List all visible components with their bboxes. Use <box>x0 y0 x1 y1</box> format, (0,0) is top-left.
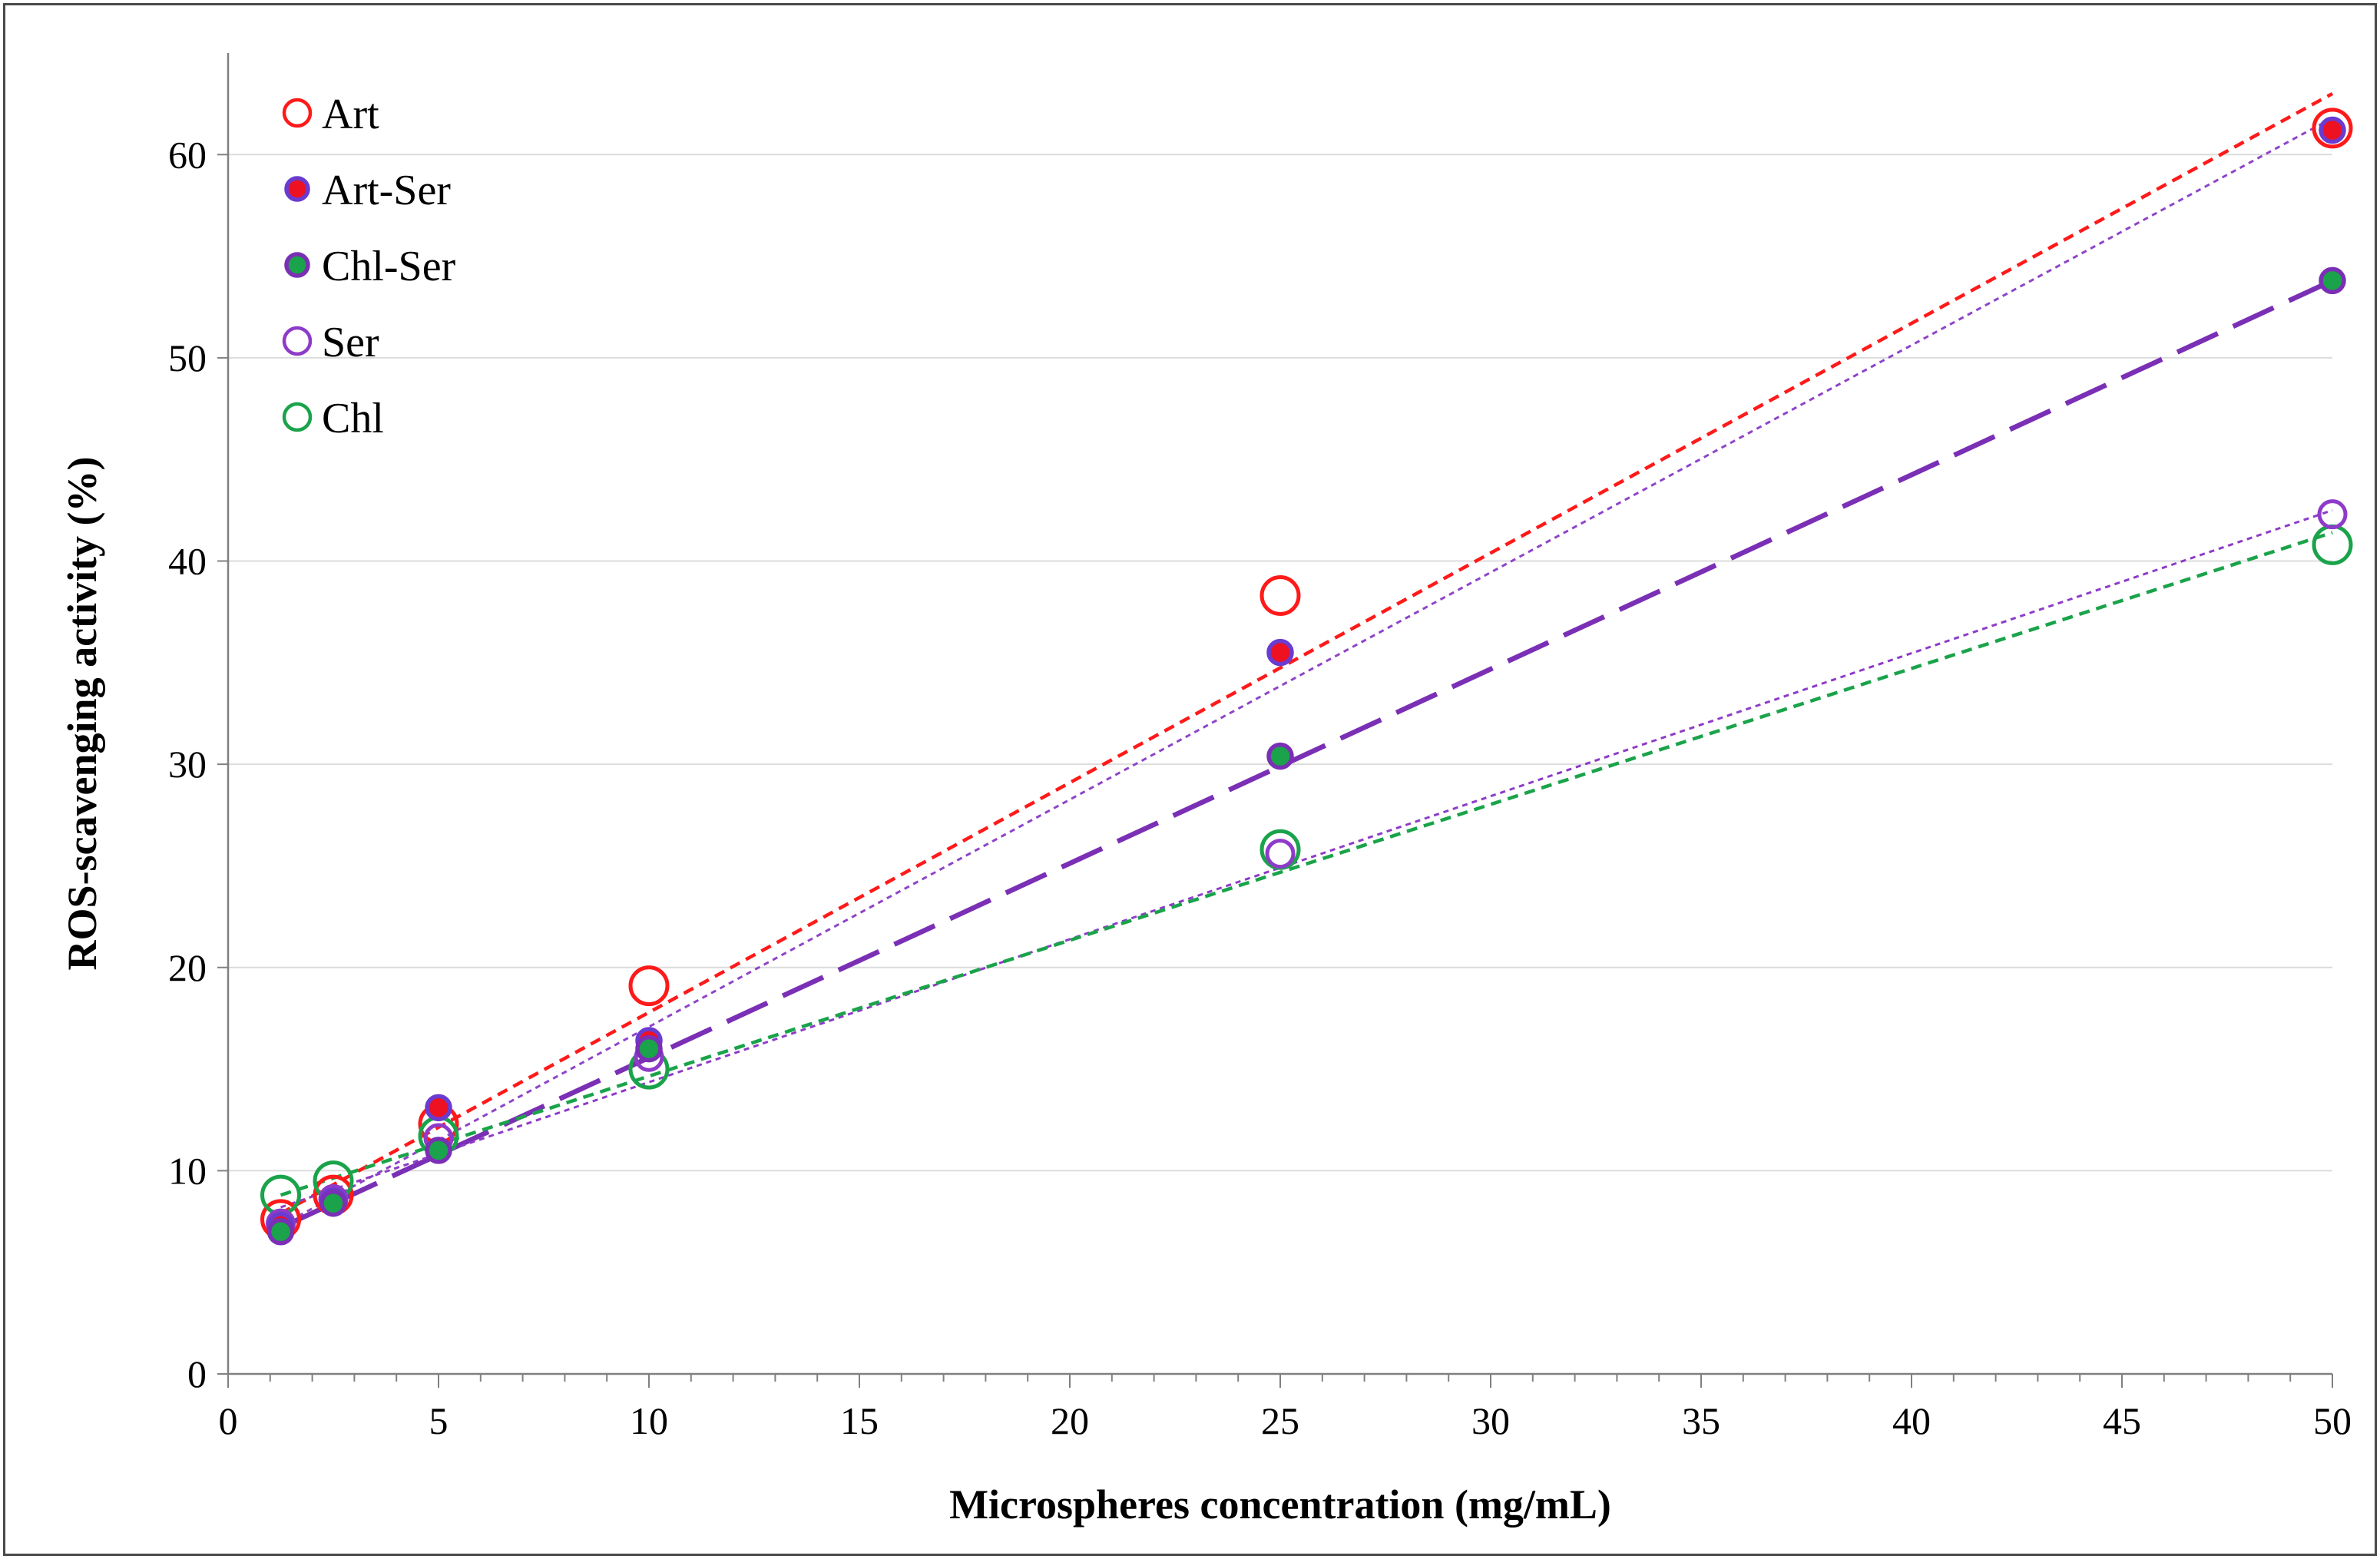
x-tick-label-10: 10 <box>630 1399 668 1442</box>
legend-item-art-ser: Art-Ser <box>284 167 451 214</box>
y-tick-label-40: 40 <box>168 540 207 583</box>
legend-label-chl: Chl <box>322 395 384 442</box>
point-chl-ser-50 <box>2319 266 2346 295</box>
legend-item-ser: Ser <box>282 319 379 366</box>
legend-label-art: Art <box>322 91 379 138</box>
point-chl-ser-1.25 <box>266 1218 295 1246</box>
chart-frame: 0 5 10 15 20 25 30 35 40 45 50 0 10 20 30 40 50 60 Micros… <box>3 3 2377 1556</box>
legend: Art Art-Ser Chl-Ser Ser Chl <box>282 91 456 442</box>
y-tick-label-20: 20 <box>168 946 207 989</box>
y-tick-label-0: 0 <box>187 1352 207 1395</box>
y-tick-label-10: 10 <box>168 1149 207 1192</box>
point-chl-ser-2.5 <box>319 1189 347 1217</box>
trendline-ser <box>280 508 2333 1209</box>
x-tick-label-35: 35 <box>1682 1399 1720 1442</box>
point-ser-50 <box>2317 499 2348 530</box>
point-chl-ser-5 <box>425 1137 452 1164</box>
point-art-10 <box>628 965 670 1007</box>
x-tick-label-5: 5 <box>429 1399 449 1442</box>
axes <box>217 53 2333 1388</box>
point-art-ser-50 <box>2319 116 2346 144</box>
data-points <box>260 108 2353 1246</box>
legend-item-chl-ser: Chl-Ser <box>284 243 456 290</box>
legend-label-art-ser: Art-Ser <box>322 167 451 214</box>
x-tick-label-50: 50 <box>2313 1399 2352 1442</box>
point-chl-50 <box>2312 524 2353 565</box>
trendline-art-ser <box>280 117 2333 1227</box>
point-ser-25 <box>1265 839 1296 869</box>
trendline-chl-ser <box>280 278 2334 1230</box>
point-art-50 <box>2312 108 2353 149</box>
legend-marker-chl-ser <box>284 252 310 278</box>
x-tick-label-15: 15 <box>840 1399 879 1442</box>
y-tick-label-50: 50 <box>168 336 207 379</box>
trendline-chl <box>280 531 2333 1197</box>
trendlines <box>280 91 2334 1230</box>
x-tick-label-25: 25 <box>1261 1399 1299 1442</box>
point-art-ser-25 <box>1266 638 1294 667</box>
y-tick-label-60: 60 <box>168 133 207 176</box>
legend-marker-chl <box>282 402 313 432</box>
x-tick-label-45: 45 <box>2103 1399 2141 1442</box>
x-tick-label-0: 0 <box>219 1399 238 1442</box>
legend-label-ser: Ser <box>322 319 379 366</box>
legend-marker-art <box>282 98 313 128</box>
x-tick-label-30: 30 <box>1471 1399 1510 1442</box>
y-axis-title: ROS-scavenging activity (%) <box>59 457 105 971</box>
point-chl-ser-25 <box>1266 742 1294 770</box>
legend-label-chl-ser: Chl-Ser <box>322 243 456 290</box>
point-chl-ser-10 <box>635 1034 663 1063</box>
x-tick-label-20: 20 <box>1051 1399 1089 1442</box>
trendline-art <box>280 91 2334 1215</box>
legend-marker-art-ser <box>284 176 310 202</box>
x-axis-title: Microspheres concentration (mg/mL) <box>949 1481 1611 1528</box>
scatter-chart: 0 5 10 15 20 25 30 35 40 45 50 0 10 20 30 40 50 60 Micros… <box>59 53 2353 1528</box>
x-tick-label-40: 40 <box>1892 1399 1931 1442</box>
legend-item-chl: Chl <box>282 395 384 442</box>
y-tick-label-30: 30 <box>168 743 207 786</box>
point-art-ser-5 <box>425 1094 452 1122</box>
tick-labels: 0 5 10 15 20 25 30 35 40 45 50 0 10 20 30 40 50 60 <box>168 133 2352 1442</box>
legend-marker-ser <box>282 326 313 356</box>
point-art-25 <box>1260 575 1301 617</box>
legend-item-art: Art <box>282 91 379 138</box>
